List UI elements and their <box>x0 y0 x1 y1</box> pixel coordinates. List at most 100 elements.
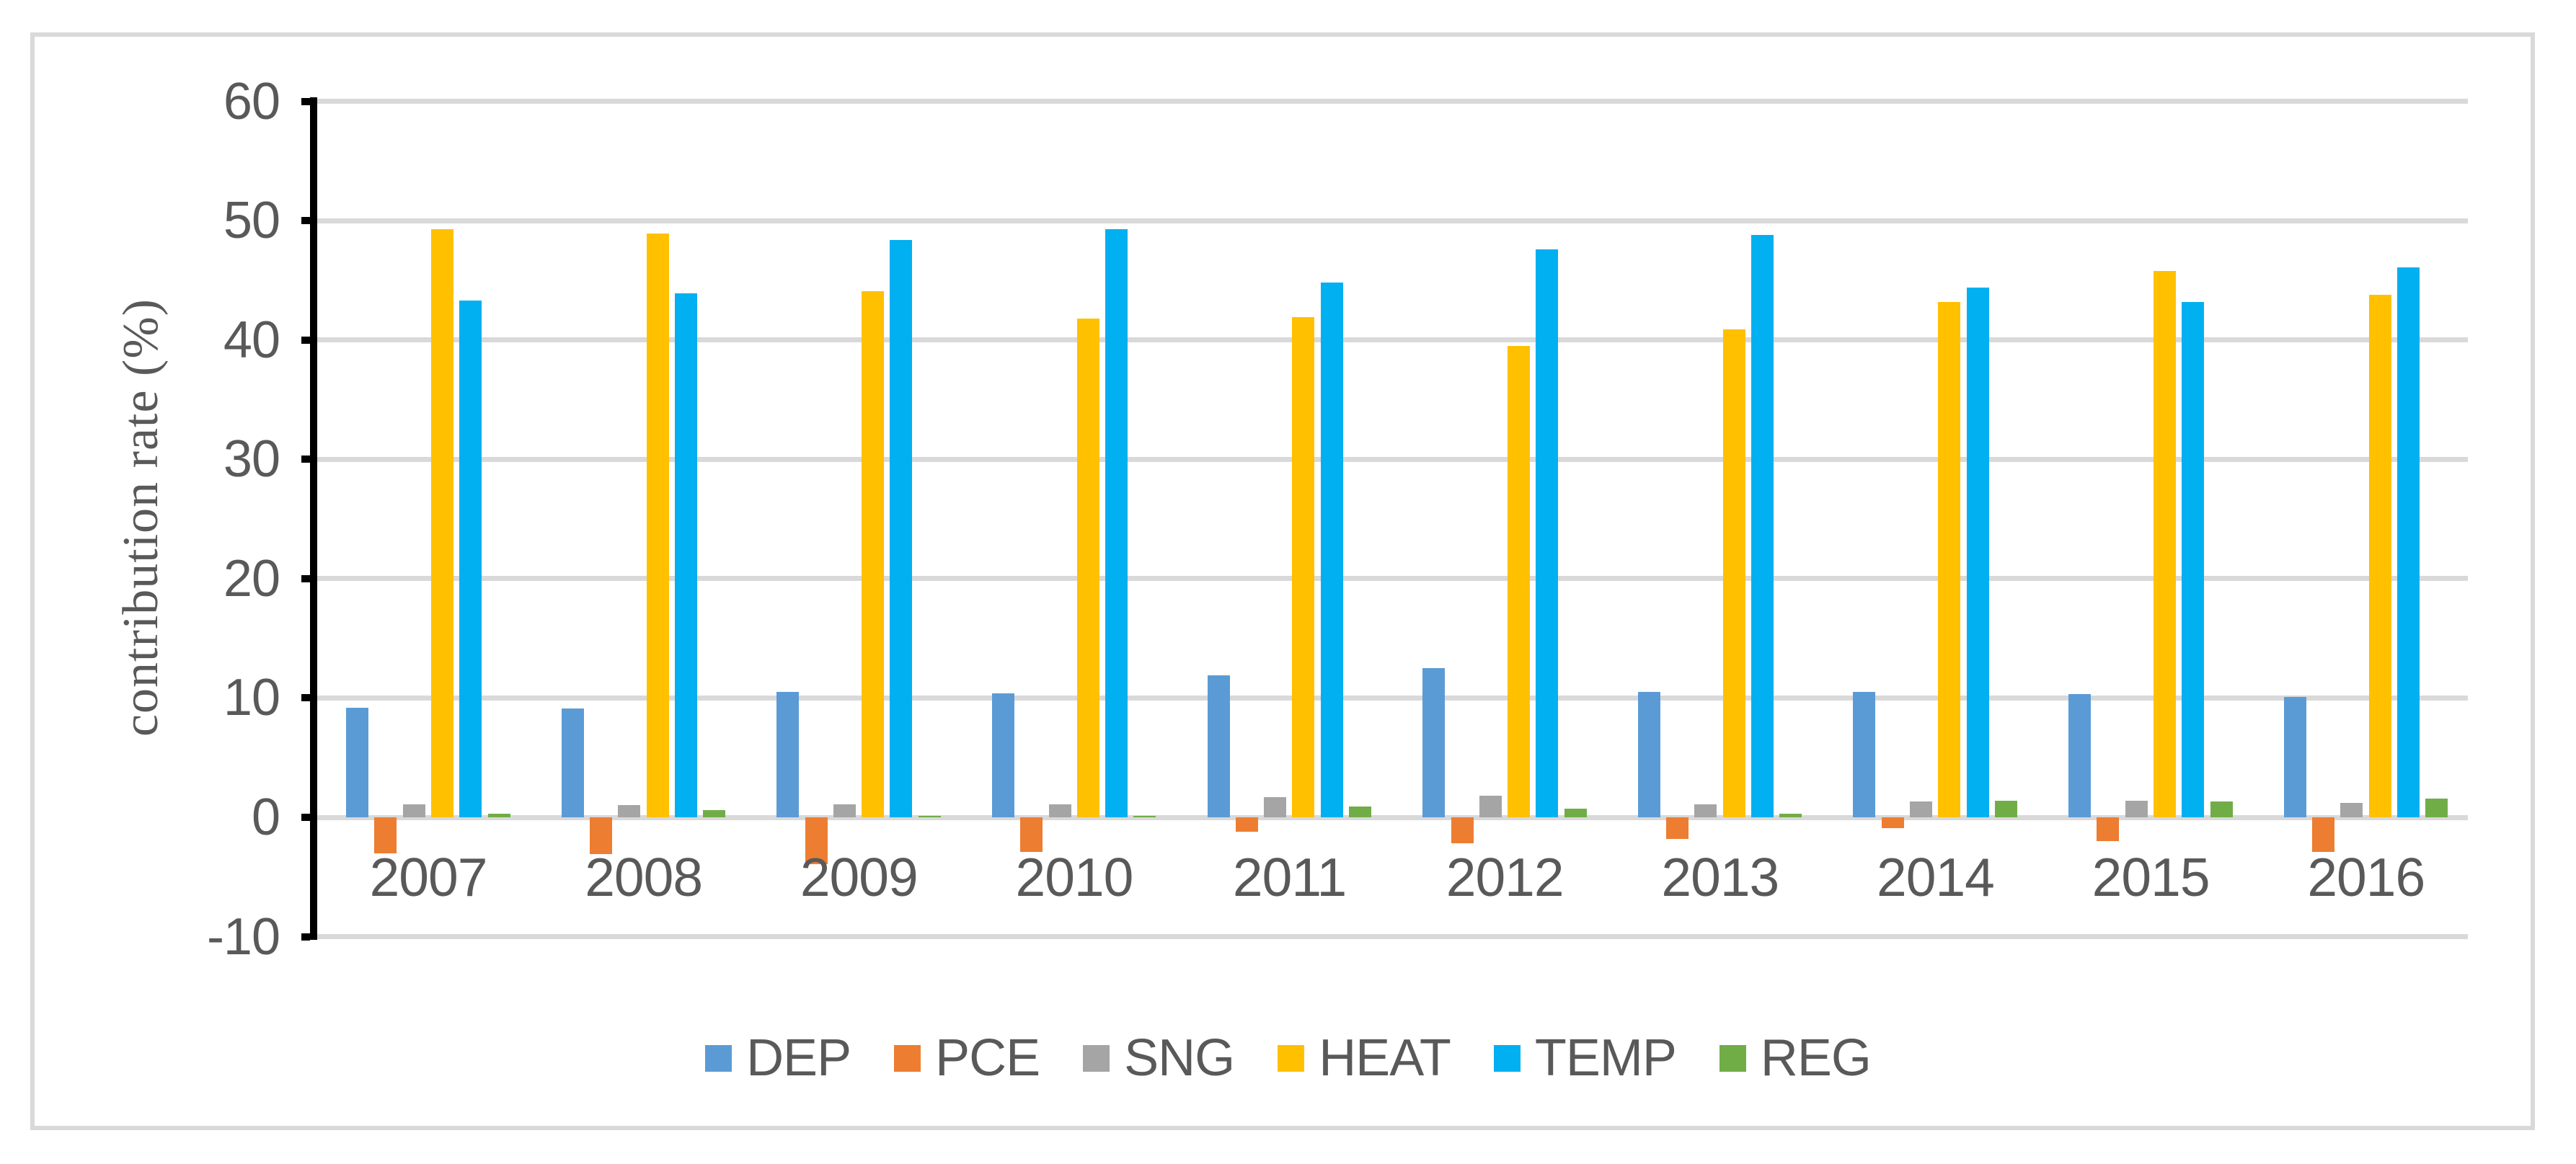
y-axis-tick-60 <box>301 97 310 105</box>
bar-temp-2015 <box>2182 301 2205 817</box>
bar-pce-2010 <box>1020 817 1043 852</box>
bar-temp-2014 <box>1966 287 1989 817</box>
bar-temp-2012 <box>1536 249 1559 817</box>
y-tick-label-0: 0 <box>251 788 280 846</box>
bar-temp-2007 <box>459 301 482 817</box>
y-axis-tick--10 <box>301 933 310 941</box>
bar-heat-2007 <box>430 228 453 817</box>
legend-marker-pce <box>894 1044 921 1072</box>
y-axis-tick-50 <box>301 217 310 225</box>
bar-temp-2016 <box>2396 267 2420 817</box>
legend-item-temp: TEMP <box>1493 1029 1677 1087</box>
legend-label-pce: PCE <box>935 1029 1040 1087</box>
x-axis-label-2011: 2011 <box>1232 847 1347 907</box>
legend-item-reg: REG <box>1719 1029 1872 1087</box>
bar-sng-2011 <box>1264 796 1287 817</box>
y-axis-tick-20 <box>301 574 310 582</box>
y-tick-label-50: 50 <box>223 192 280 250</box>
bar-dep-2011 <box>1207 675 1230 817</box>
bar-sng-2014 <box>1910 801 1933 817</box>
gridline-60 <box>317 99 2468 105</box>
x-axis-label-2012: 2012 <box>1446 847 1564 907</box>
bar-dep-2012 <box>1422 668 1446 817</box>
legend-item-pce: PCE <box>894 1029 1040 1087</box>
bar-pce-2011 <box>1235 817 1258 832</box>
bar-heat-2012 <box>1508 346 1531 817</box>
bar-reg-2015 <box>2210 801 2233 817</box>
y-tick-label-40: 40 <box>223 311 280 369</box>
y-axis-tick-40 <box>301 336 310 344</box>
bar-heat-2011 <box>1292 317 1315 817</box>
bar-reg-2014 <box>1994 800 2017 817</box>
bar-dep-2007 <box>346 707 368 817</box>
bar-temp-2010 <box>1105 228 1128 817</box>
bar-sng-2008 <box>618 805 641 817</box>
gridline-50 <box>317 218 2468 223</box>
bar-reg-2008 <box>703 810 726 817</box>
bar-reg-2016 <box>2425 798 2448 817</box>
bar-reg-2013 <box>1779 814 1802 817</box>
x-axis-label-2015: 2015 <box>2092 847 2210 907</box>
x-axis-label-2013: 2013 <box>1661 847 1779 907</box>
figure-border <box>30 32 2535 1130</box>
bar-heat-2010 <box>1076 318 1099 817</box>
bar-sng-2010 <box>1048 804 1071 817</box>
bar-pce-2013 <box>1666 817 1689 839</box>
bar-reg-2010 <box>1133 816 1156 817</box>
gridline-30 <box>317 456 2468 462</box>
bar-temp-2009 <box>890 239 913 817</box>
legend-marker-temp <box>1493 1044 1521 1072</box>
bar-reg-2009 <box>918 816 941 817</box>
bar-heat-2015 <box>2154 270 2177 817</box>
y-tick-label-20: 20 <box>223 549 280 608</box>
bar-dep-2010 <box>991 693 1014 817</box>
bar-pce-2007 <box>374 817 397 853</box>
y-axis-tick-0 <box>301 814 310 821</box>
y-tick-label--10: -10 <box>206 907 280 966</box>
bar-temp-2013 <box>1751 235 1774 817</box>
legend-item-sng: SNG <box>1083 1029 1235 1087</box>
y-axis-tick-10 <box>301 694 310 702</box>
legend-label-sng: SNG <box>1124 1029 1235 1087</box>
legend-item-heat: HEAT <box>1278 1029 1451 1087</box>
legend-label-dep: DEP <box>746 1029 851 1087</box>
bar-sng-2016 <box>2340 803 2363 817</box>
bar-dep-2008 <box>561 708 584 817</box>
y-tick-label-30: 30 <box>223 430 280 489</box>
bar-temp-2011 <box>1320 283 1343 817</box>
bar-dep-2016 <box>2283 696 2306 817</box>
bar-pce-2016 <box>2312 817 2335 852</box>
bar-heat-2016 <box>2368 294 2391 817</box>
bar-heat-2008 <box>646 234 669 817</box>
gridline-10 <box>317 695 2468 701</box>
gridline-0 <box>317 814 2468 820</box>
gridline-20 <box>317 576 2468 582</box>
x-axis-label-2010: 2010 <box>1015 847 1133 907</box>
x-axis-label-2016: 2016 <box>2307 847 2425 907</box>
bar-pce-2014 <box>1881 817 1904 828</box>
bar-pce-2012 <box>1451 817 1474 844</box>
bar-sng-2013 <box>1694 804 1717 817</box>
legend-marker-heat <box>1278 1044 1305 1072</box>
bar-dep-2009 <box>776 692 800 817</box>
legend: DEP PCE SNG HEAT TEMP REG <box>0 1029 2576 1087</box>
y-tick-label-10: 10 <box>223 669 280 727</box>
bar-sng-2009 <box>833 804 856 817</box>
gridline--10 <box>317 934 2468 940</box>
legend-label-temp: TEMP <box>1534 1029 1677 1087</box>
bar-pce-2015 <box>2097 817 2120 842</box>
bar-reg-2007 <box>487 814 510 817</box>
bar-reg-2012 <box>1564 809 1587 817</box>
bar-heat-2009 <box>862 290 885 817</box>
y-tick-label-60: 60 <box>223 72 280 130</box>
legend-label-reg: REG <box>1760 1029 1872 1087</box>
x-axis-label-2014: 2014 <box>1877 847 1995 907</box>
bar-temp-2008 <box>674 293 697 817</box>
bar-pce-2008 <box>589 817 612 855</box>
legend-label-heat: HEAT <box>1319 1029 1451 1087</box>
x-axis-label-2007: 2007 <box>369 847 488 907</box>
bar-dep-2013 <box>1637 692 1660 817</box>
gridline-40 <box>317 337 2468 343</box>
bar-heat-2014 <box>1938 301 1961 817</box>
